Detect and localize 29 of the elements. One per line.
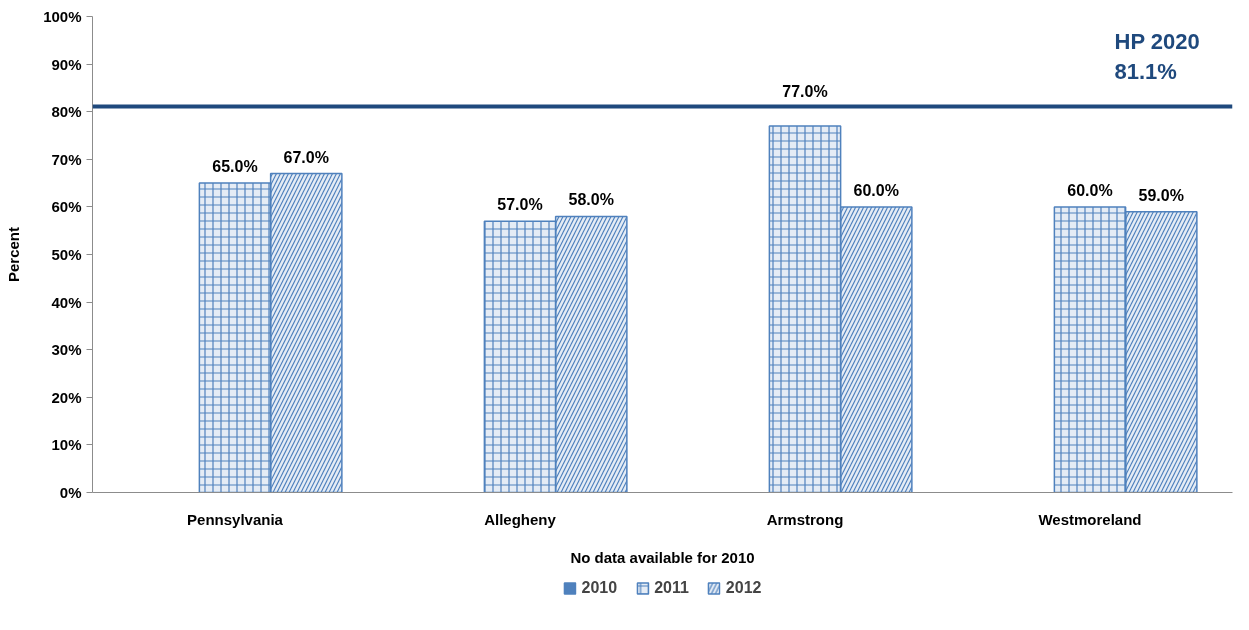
y-tick-label: 10%: [51, 436, 82, 454]
y-axis-title: Percent: [5, 226, 23, 283]
data-label: 58.0%: [568, 191, 614, 209]
data-label: 67.0%: [283, 148, 329, 166]
legend-label: 2011: [654, 579, 689, 597]
x-tick-label: Allegheny: [484, 510, 557, 528]
y-tick-label: 60%: [51, 198, 82, 216]
x-tick-label: Pennsylvania: [187, 510, 284, 528]
legend-label: 2010: [581, 579, 618, 597]
ref-line-label: HP 2020 81.1%: [1114, 28, 1200, 84]
y-tick-label: 50%: [51, 246, 82, 263]
data-label: 57.0%: [497, 196, 543, 214]
y-tick-label: 100%: [43, 8, 82, 25]
x-tick-label: Westmoreland: [1038, 510, 1142, 528]
data-label: 60.0%: [853, 181, 899, 199]
y-tick-label: 30%: [51, 341, 82, 359]
x-axis-title: No data available for 2010: [570, 548, 755, 566]
data-label: 65.0%: [212, 158, 258, 176]
y-tick-label: 40%: [51, 293, 82, 311]
data-label: 77.0%: [782, 83, 828, 101]
y-tick-label: 0%: [59, 484, 82, 501]
y-tick-label: 80%: [51, 103, 82, 121]
y-tick-label: 70%: [51, 150, 82, 168]
data-label: 60.0%: [1067, 181, 1113, 199]
x-tick-label: Armstrong: [766, 510, 844, 528]
y-tick-label: 90%: [51, 55, 82, 73]
legend-label: 2012: [725, 579, 762, 597]
y-tick-label: 20%: [51, 388, 82, 406]
data-label: 59.0%: [1138, 186, 1184, 204]
